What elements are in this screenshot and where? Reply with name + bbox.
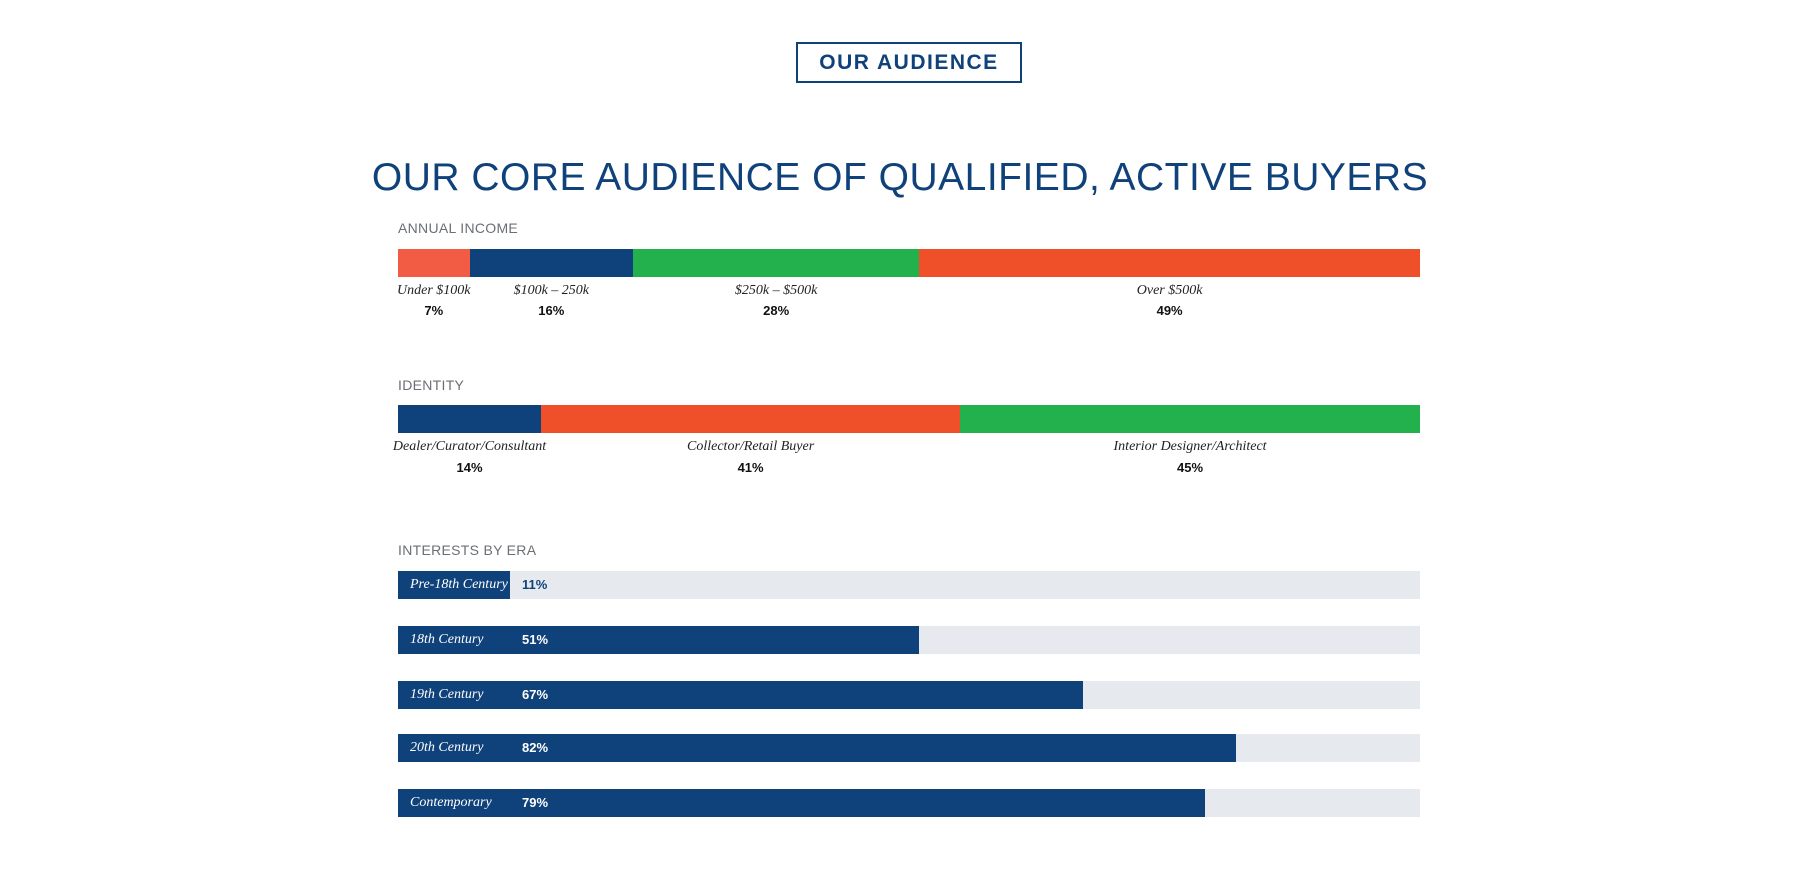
era-bar-fill [398,789,1206,817]
segment-label: Collector/Retail Buyer [687,439,815,454]
segment-label: Dealer/Curator/Consultant [392,439,547,454]
era-bar-track: Pre-18th Century 11% [398,571,1420,599]
section-badge: OUR AUDIENCE [796,42,1022,83]
era-value-label: 82% [522,740,549,755]
segment-label: Interior Designer/Architect [1113,439,1267,454]
identity-heading: IDENTITY [398,377,465,393]
segment-label: $100k – 250k [513,283,590,298]
era-bar-fill [398,681,1083,709]
era-bar-fill [398,571,511,599]
era-label: 19th Century [410,687,484,702]
era-heading: INTERESTS BY ERA [398,542,537,558]
segment-value-label: 7% [424,303,444,318]
segment-value-label: 41% [737,460,764,475]
era-bar-fill [398,626,920,654]
segment-value-label: 28% [763,303,790,318]
era-label: Pre-18th Century [410,577,508,592]
segment-label: $250k – $500k [734,283,818,298]
era-value-label: 79% [522,795,549,810]
era-value-label: 11% [522,577,548,592]
segment-value-label: 16% [538,303,565,318]
segment-label: Under $100k [397,283,471,298]
era-label: 20th Century [410,740,484,755]
bar-segment [398,249,470,277]
segment-value-label: 45% [1177,460,1204,475]
era-bar-track: Contemporary 79% [398,789,1420,817]
page-title: OUR CORE AUDIENCE OF QUALIFIED, ACTIVE B… [371,156,1429,200]
bar-segment [541,405,961,433]
identity-stacked-bar [398,405,1420,433]
era-value-label: 51% [522,632,549,647]
era-bar-track: 20th Century 82% [398,734,1420,762]
segment-label: Over $500k [1136,283,1203,298]
bar-segment [398,405,542,433]
bar-segment [960,405,1420,433]
bar-segment [919,249,1420,277]
segment-value-label: 49% [1156,303,1183,318]
income-heading: ANNUAL INCOME [398,220,519,236]
era-value-label: 67% [522,687,549,702]
era-label: Contemporary [410,795,492,810]
bar-segment [469,249,634,277]
era-bar-fill [398,734,1237,762]
era-bar-track: 18th Century 51% [398,626,1420,654]
era-label: 18th Century [410,632,484,647]
era-bar-track: 19th Century 67% [398,681,1420,709]
segment-value-label: 14% [456,460,483,475]
bar-segment [633,249,920,277]
income-stacked-bar [398,249,1420,277]
